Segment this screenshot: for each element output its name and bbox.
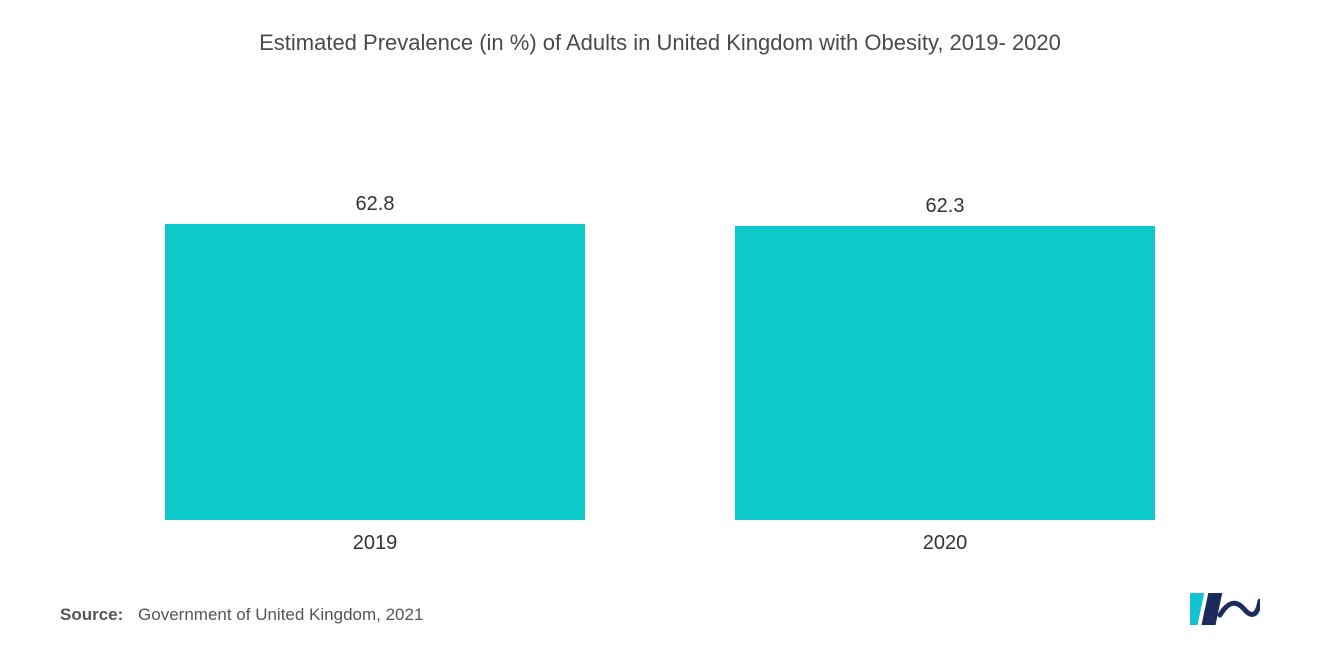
bar-1 (735, 226, 1155, 520)
source-label: Source: (60, 605, 123, 624)
bar-label-0: 2019 (353, 532, 398, 555)
source-line: Source: Government of United Kingdom, 20… (60, 605, 423, 625)
logo-bar-1 (1190, 593, 1204, 625)
brand-logo (1190, 585, 1260, 625)
source-text: Government of United Kingdom, 2021 (138, 605, 423, 624)
bar-group-2019: 62.8 2019 (165, 193, 585, 555)
bar-group-2020: 62.3 2020 (735, 195, 1155, 555)
chart-footer: Source: Government of United Kingdom, 20… (50, 585, 1270, 625)
bar-value-0: 62.8 (356, 193, 395, 216)
logo-wave-icon (1220, 601, 1260, 615)
chart-container: Estimated Prevalence (in %) of Adults in… (0, 0, 1320, 665)
bar-label-1: 2020 (923, 532, 968, 555)
logo-icon (1190, 585, 1260, 625)
bar-0 (165, 224, 585, 520)
bar-value-1: 62.3 (926, 195, 965, 218)
plot-area: 62.8 2019 62.3 2020 (50, 106, 1270, 585)
chart-title: Estimated Prevalence (in %) of Adults in… (50, 30, 1270, 56)
logo-bar-2 (1201, 593, 1222, 625)
